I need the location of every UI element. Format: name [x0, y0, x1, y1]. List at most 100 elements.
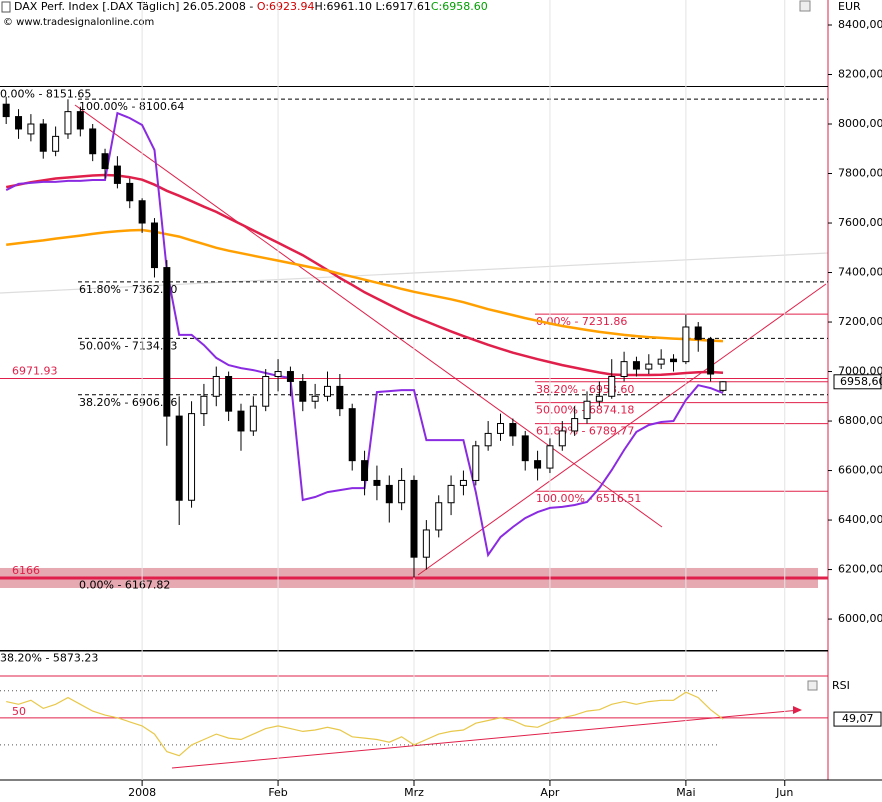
rsi-trend-line [171, 709, 801, 769]
candle-body [15, 116, 23, 130]
candle-body [348, 408, 356, 462]
chart-icon [1, 1, 11, 13]
indicator-line [5, 173, 724, 377]
candle-body [546, 445, 554, 469]
candle-body [311, 395, 319, 402]
candle-body [200, 395, 208, 415]
candle-body [188, 413, 196, 501]
candle-body [138, 200, 146, 224]
rsi-line [6, 691, 724, 757]
horizontal-line-label: 6166 [12, 564, 40, 577]
y-tick-label: 7200,00 [838, 315, 882, 328]
y-tick-label: 6800,00 [838, 414, 882, 427]
y-tick-label: 7400,00 [838, 266, 882, 279]
candle-body [89, 128, 97, 155]
candle-body [608, 375, 616, 397]
fib-label: 61.80% - 7362.30 [79, 283, 177, 296]
title-part: O:6923.94 [257, 0, 315, 13]
candle-body [2, 103, 10, 118]
candle-body [484, 432, 492, 447]
rsi-last-label: 49,07 [842, 712, 874, 725]
candle-body [274, 371, 282, 377]
candle-body [694, 326, 702, 340]
y-tick-label: 7600,00 [838, 216, 882, 229]
candle-body [237, 410, 245, 432]
arrow-head [793, 706, 802, 714]
x-tick-label: Feb [268, 786, 287, 799]
y-tick-label: 6600,00 [838, 464, 882, 477]
candle-body [373, 479, 381, 486]
y-tick-label: 8200,00 [838, 68, 882, 81]
x-tick-label: Jun [775, 786, 793, 799]
candle-body [534, 460, 542, 469]
candle-body [398, 479, 406, 504]
y-tick-label: 6000,00 [838, 612, 882, 625]
candle-body [435, 502, 443, 531]
candle-body [410, 479, 418, 558]
x-tick-label: Mrz [404, 786, 424, 799]
fib-label: 50.00% - 7134.23 [79, 339, 177, 352]
title-part: DAX Perf. Index [.DAX Täglich] 26.05.200… [14, 0, 257, 13]
candle-body [113, 165, 121, 184]
candle-body [323, 385, 331, 397]
candle-body [521, 435, 529, 462]
candle-body [447, 484, 455, 504]
candle-body [558, 430, 566, 447]
candle-body [583, 400, 591, 420]
candle-body [101, 153, 109, 170]
candle-body [620, 361, 628, 377]
fib-label: 0.00% - 6167.82 [79, 579, 170, 592]
x-tick-label: Mai [676, 786, 695, 799]
y-tick-label: 7800,00 [838, 167, 882, 180]
candle-body [336, 385, 344, 410]
rsi-last-box [833, 711, 882, 727]
candle-body [422, 529, 430, 558]
candle-body [27, 123, 35, 135]
candle-body [497, 423, 505, 434]
candle-body [249, 405, 257, 432]
title-part: C:6958.60 [431, 0, 488, 13]
chart-title: DAX Perf. Index [.DAX Täglich] 26.05.200… [14, 0, 488, 13]
title-part: H:6961.10 L:6917.61 [315, 0, 431, 13]
candle-body [52, 135, 60, 152]
candle-body [459, 479, 467, 486]
candle-body [719, 381, 727, 391]
candle-body [682, 326, 690, 363]
candle-body [472, 445, 480, 481]
candle-body [286, 371, 294, 382]
y-tick-label: 8400,00 [838, 18, 882, 31]
candle-body [39, 123, 47, 152]
candle-body [262, 375, 270, 407]
candle-body [175, 415, 183, 501]
trend-line [74, 104, 663, 528]
candle-body [225, 375, 233, 412]
x-tick-label: Apr [540, 786, 560, 799]
candle-body [670, 358, 678, 363]
copyright: © www.tradesignalonline.com [3, 17, 154, 28]
close-button[interactable] [799, 0, 811, 12]
candle-body [595, 395, 603, 402]
candle-body [64, 111, 72, 135]
candle-body [707, 338, 715, 375]
rsi-level-label: 50 [12, 705, 26, 718]
candle-body [385, 484, 393, 504]
horizontal-line-label: 6971.93 [12, 364, 58, 377]
candle-body [150, 222, 158, 269]
fib-label: 0.00% - 8151.65 [0, 87, 91, 100]
candle-body [212, 375, 220, 397]
candle-body [163, 267, 171, 417]
candle-body [645, 363, 653, 370]
candle-body [299, 380, 307, 402]
fib-label: 38.20% - 6906.16 [79, 396, 177, 409]
candle-body [657, 358, 665, 365]
panel-button[interactable] [807, 680, 818, 691]
candle-body [509, 423, 517, 437]
rsi-title: RSI [832, 679, 850, 692]
candle-body [76, 111, 84, 130]
fib-label: 38.20% - 5873.23 [0, 651, 98, 664]
fib-label-red: 38.20% - 6958.60 [536, 383, 634, 396]
last-price-label: 6958,60 [840, 375, 882, 388]
candle-body [126, 182, 134, 202]
y-tick-label: 6200,00 [838, 563, 882, 576]
